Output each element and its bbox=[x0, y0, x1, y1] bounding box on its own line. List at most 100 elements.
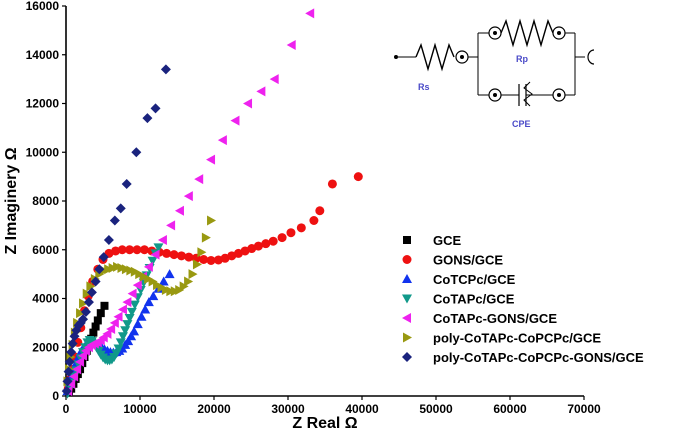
axis-titles: Z Real Ω Z Imaginery Ω bbox=[3, 147, 358, 432]
data-point bbox=[261, 239, 271, 249]
rs-label: Rs bbox=[418, 82, 430, 92]
axes: 0 2000 4000 6000 8000 10000 12000 14000 16000 0 10… bbox=[26, 0, 601, 416]
cpe-label: CPE bbox=[512, 119, 531, 129]
y-tick-label: 12000 bbox=[26, 97, 60, 111]
data-point bbox=[269, 74, 279, 85]
data-point bbox=[184, 252, 194, 262]
data-point bbox=[286, 228, 296, 238]
x-tick-label: 30000 bbox=[271, 402, 305, 416]
rp-label: Rp bbox=[516, 54, 528, 64]
data-point bbox=[158, 276, 169, 286]
data-point bbox=[183, 191, 193, 202]
data-point bbox=[136, 311, 147, 321]
data-point bbox=[162, 248, 172, 258]
data-point bbox=[106, 323, 116, 334]
cpe-element-icon bbox=[518, 81, 533, 107]
data-point bbox=[166, 220, 176, 231]
data-point bbox=[143, 297, 154, 307]
data-point bbox=[206, 255, 216, 265]
data-point bbox=[67, 338, 78, 349]
data-point bbox=[115, 203, 126, 214]
data-point bbox=[160, 64, 171, 75]
data-point bbox=[194, 174, 204, 185]
legend-label: CoTAPc-GONS/GCE bbox=[433, 311, 557, 326]
data-point bbox=[103, 235, 114, 245]
data-point bbox=[169, 250, 179, 260]
data-point bbox=[66, 347, 77, 358]
legend-label: poly-CoTAPc-CoPCPc-GONS/GCE bbox=[433, 350, 644, 365]
data-point bbox=[256, 86, 266, 97]
x-tick-label: 70000 bbox=[567, 402, 601, 416]
x-tick-label: 50000 bbox=[419, 402, 453, 416]
data-point bbox=[121, 178, 132, 189]
x-tick-label: 40000 bbox=[345, 402, 379, 416]
legend-label: CoTCPc/GCE bbox=[433, 272, 516, 287]
legend-label: GONS/GCE bbox=[433, 253, 503, 268]
data-point bbox=[199, 255, 209, 264]
data-point bbox=[150, 103, 161, 114]
data-point bbox=[197, 247, 207, 258]
legend-label: poly-CoTAPc-CoPCPc/GCE bbox=[433, 331, 601, 346]
data-point bbox=[109, 215, 120, 226]
data-point bbox=[100, 301, 109, 310]
y-tick-label: 6000 bbox=[32, 243, 59, 257]
data-marks bbox=[61, 8, 363, 399]
x-axis-title: Z Real Ω bbox=[292, 415, 357, 432]
data-point bbox=[206, 154, 216, 165]
data-point bbox=[78, 350, 88, 361]
y-tick-label: 4000 bbox=[32, 292, 59, 306]
legend: GCE GONS/GCE CoTCPc/GCE CoTAPc/GCE CoTAPc-GO… bbox=[402, 233, 644, 365]
x-tick-label: 0 bbox=[63, 402, 70, 416]
data-point bbox=[253, 241, 263, 251]
circuit-node-dot bbox=[493, 31, 497, 35]
data-point bbox=[64, 356, 75, 367]
data-point bbox=[147, 256, 158, 266]
data-point bbox=[217, 135, 227, 146]
rs-resistor-icon bbox=[415, 42, 455, 72]
data-point bbox=[94, 264, 105, 275]
data-point bbox=[102, 328, 112, 339]
data-point bbox=[268, 236, 278, 246]
data-point bbox=[62, 376, 73, 387]
data-point bbox=[176, 251, 186, 261]
data-point bbox=[63, 366, 74, 377]
data-point bbox=[76, 308, 86, 319]
data-point bbox=[230, 115, 240, 126]
circuit-node-dot bbox=[493, 93, 497, 97]
y-axis-title: Z Imaginery Ω bbox=[3, 147, 20, 254]
y-tick-label: 2000 bbox=[32, 340, 59, 354]
data-point bbox=[207, 215, 217, 226]
series-6 bbox=[61, 64, 171, 397]
data-point bbox=[315, 206, 325, 216]
data-point bbox=[111, 246, 121, 256]
data-point bbox=[78, 314, 89, 325]
data-point bbox=[135, 285, 146, 295]
data-point bbox=[157, 235, 167, 245]
data-point bbox=[296, 223, 306, 233]
data-point bbox=[93, 316, 102, 325]
data-point bbox=[91, 322, 100, 331]
data-point bbox=[184, 276, 194, 287]
data-point bbox=[188, 269, 198, 280]
data-point bbox=[109, 317, 119, 328]
circuit-terminal-dot bbox=[394, 55, 398, 59]
data-point bbox=[69, 371, 79, 382]
data-point bbox=[98, 252, 109, 263]
data-point bbox=[129, 300, 140, 310]
data-point bbox=[277, 233, 287, 243]
data-point bbox=[174, 205, 184, 216]
legend-marker bbox=[402, 352, 412, 362]
circuit-node-dot bbox=[460, 55, 464, 59]
data-point bbox=[86, 287, 97, 298]
data-point bbox=[201, 232, 211, 243]
data-point bbox=[123, 336, 134, 346]
rp-resistor-icon bbox=[500, 18, 554, 48]
legend-marker bbox=[403, 332, 412, 343]
data-point bbox=[327, 179, 337, 189]
data-point bbox=[164, 269, 175, 279]
data-point bbox=[153, 243, 164, 253]
y-tick-label: 16000 bbox=[26, 0, 60, 13]
data-point bbox=[61, 386, 72, 397]
